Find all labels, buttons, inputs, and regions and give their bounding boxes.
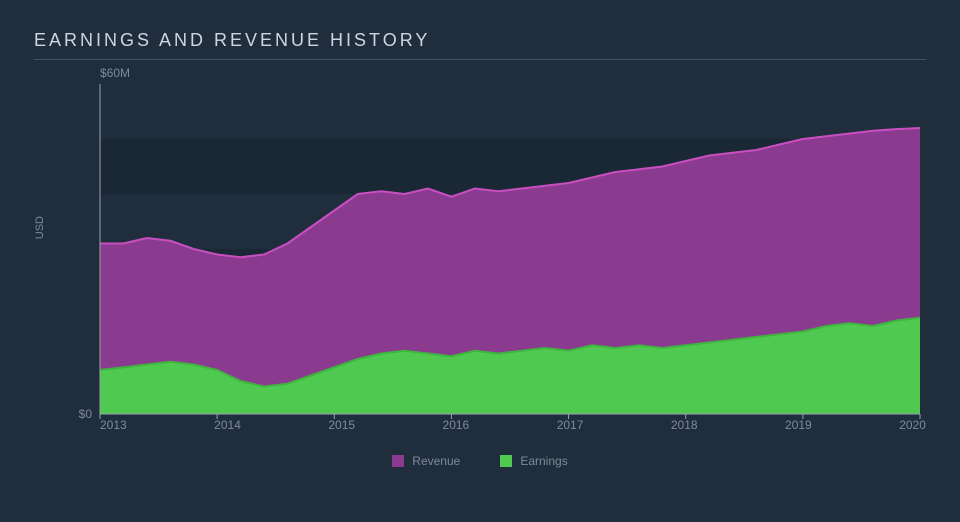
chart-title: EARNINGS AND REVENUE HISTORY: [34, 30, 926, 51]
y-axis-label: USD: [34, 216, 46, 239]
x-tick-label: 2020: [899, 418, 926, 432]
legend-label: Revenue: [412, 454, 460, 468]
title-rule: [34, 59, 926, 60]
x-tick-label: 2018: [671, 418, 698, 432]
chart-container: EARNINGS AND REVENUE HISTORY USD $60M $0…: [0, 0, 960, 522]
x-tick-label: 2015: [328, 418, 355, 432]
legend-label: Earnings: [520, 454, 567, 468]
x-axis-ticks: 2013 2014 2015 2016 2017 2018 2019 2020: [100, 418, 926, 432]
y-tick-top: $60M: [100, 66, 926, 80]
x-tick-label: 2017: [557, 418, 584, 432]
legend: Revenue Earnings: [34, 454, 926, 468]
plot-area: $0: [100, 84, 926, 414]
legend-item: Revenue: [392, 454, 460, 468]
legend-item: Earnings: [500, 454, 567, 468]
x-tick-label: 2019: [785, 418, 812, 432]
svg-text:$0: $0: [79, 407, 93, 421]
area-chart-svg: $0: [100, 84, 920, 414]
legend-swatch: [500, 455, 512, 467]
x-tick-label: 2016: [443, 418, 470, 432]
legend-swatch: [392, 455, 404, 467]
x-tick-label: 2013: [100, 418, 127, 432]
x-tick-label: 2014: [214, 418, 241, 432]
